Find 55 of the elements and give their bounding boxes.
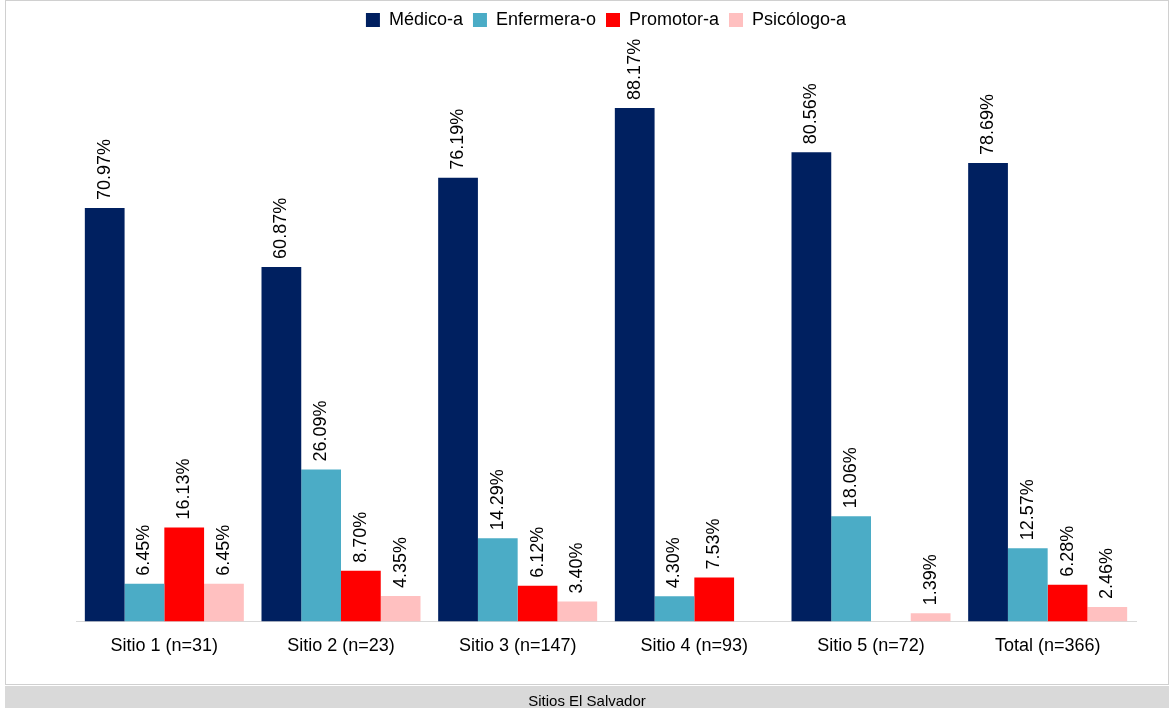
data-label: 80.56% xyxy=(800,83,821,145)
data-label: 76.19% xyxy=(447,108,468,170)
data-label: 18.06% xyxy=(840,447,861,509)
bar xyxy=(614,107,655,622)
text: Sitios El Salvador xyxy=(5,686,1169,708)
data-label: 3.40% xyxy=(566,542,587,594)
data-label: 4.35% xyxy=(389,537,410,589)
bar xyxy=(694,577,735,622)
data-label: 6.28% xyxy=(1056,525,1077,577)
bar xyxy=(341,570,381,622)
data-label: 2.46% xyxy=(1096,548,1117,600)
data-label: 6.45% xyxy=(212,524,233,576)
bar xyxy=(1007,548,1048,622)
bar xyxy=(84,208,125,622)
bar xyxy=(204,583,244,622)
bar xyxy=(910,613,951,622)
data-label: 4.30% xyxy=(663,537,684,589)
data-label: 7.53% xyxy=(703,518,724,570)
bar xyxy=(517,585,558,622)
data-label: 70.97% xyxy=(93,139,114,201)
data-label: 16.13% xyxy=(173,458,194,520)
bar xyxy=(164,527,205,622)
data-label: 8.70% xyxy=(349,511,370,563)
legend-label: Promotor-a xyxy=(628,8,721,29)
bar xyxy=(654,596,695,622)
x-tick-label: Sitio 4 (n=93) xyxy=(640,635,749,656)
bar xyxy=(301,469,341,622)
bar xyxy=(438,177,478,622)
bar xyxy=(124,583,165,622)
data-label: 14.29% xyxy=(486,469,507,531)
legend-label: Enfermera-o xyxy=(495,8,596,29)
legend-label: Psicólogo-a xyxy=(752,8,848,29)
x-tick-label: Sitio 5 (n=72) xyxy=(817,635,925,656)
bar xyxy=(1047,584,1088,622)
x-tick-label: Sitio 3 (n=147) xyxy=(458,635,577,656)
data-label: 26.09% xyxy=(310,400,331,462)
data-label: 12.57% xyxy=(1016,479,1037,541)
bar xyxy=(261,266,302,622)
bar xyxy=(968,163,1008,622)
bar xyxy=(380,596,421,622)
x-tick-label: Sitio 2 (n=23) xyxy=(287,635,395,656)
data-label: 78.69% xyxy=(977,94,998,156)
bar xyxy=(557,601,598,622)
bar xyxy=(1087,607,1128,622)
data-label: 88.17% xyxy=(623,38,644,100)
data-label: 6.12% xyxy=(526,526,547,578)
x-tick-label: Sitio 1 (n=31) xyxy=(110,635,219,656)
bar xyxy=(477,538,518,622)
x-tick-label: Total (n=366) xyxy=(994,635,1101,656)
data-label: 6.45% xyxy=(133,524,154,576)
legend-label: Médico-a xyxy=(388,8,464,29)
bar xyxy=(831,516,871,622)
bar xyxy=(791,152,832,622)
data-label: 1.39% xyxy=(919,554,940,606)
data-label: 60.87% xyxy=(270,197,291,259)
